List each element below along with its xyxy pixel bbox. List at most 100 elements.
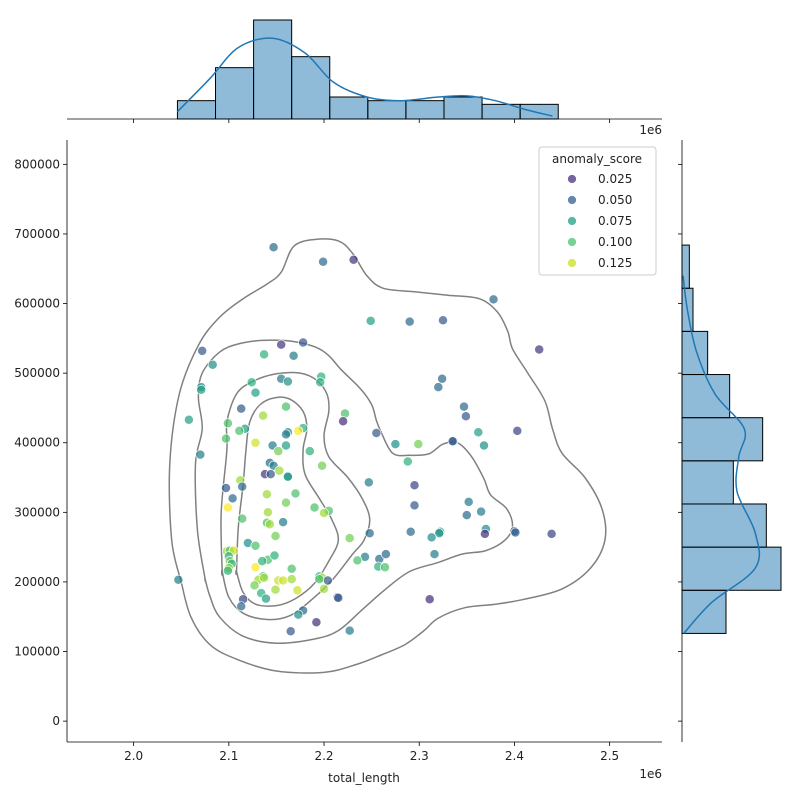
top-marginal-kde-curve (176, 37, 553, 117)
scatter-point (479, 528, 490, 539)
scatter-point (274, 465, 285, 476)
right-marginal-bar (681, 374, 731, 419)
kde-contour-3 (220, 371, 371, 621)
legend: anomaly_score 0.025 0.050 0.075 0.100 0.125 (538, 146, 657, 276)
scatter-point (250, 540, 261, 551)
scatter-point (195, 449, 206, 460)
right-marginal-ticks (678, 163, 682, 722)
scatter-point (488, 294, 499, 305)
scatter-point (269, 550, 280, 561)
scatter-point (429, 549, 440, 560)
scatter-point (315, 377, 326, 388)
x-axis-label: total_length (328, 771, 400, 785)
scatter-point (433, 382, 444, 393)
legend-title: anomaly_score (552, 152, 642, 166)
scatter-point (234, 425, 245, 436)
scatter-point (282, 471, 293, 482)
scatter-point (237, 513, 248, 524)
right-marginal-bar (681, 503, 767, 548)
scatter-point (236, 601, 247, 612)
x-tick-label: 2.4 (505, 749, 524, 763)
scatter-point (282, 376, 293, 387)
scatter-point (270, 584, 281, 595)
y-axis-ticks: 0 100000 200000 300000 400000 500000 600000 700… (14, 157, 67, 728)
y-tick-label: 300000 (14, 505, 60, 519)
scatter-point (318, 256, 329, 267)
scatter-point (278, 517, 289, 528)
scatter-point (380, 549, 391, 560)
y-tick-label: 500000 (14, 366, 60, 380)
scatter-point (424, 594, 435, 605)
scatter-point (409, 480, 420, 491)
scatter-point (534, 344, 545, 355)
scatter-point (278, 575, 289, 586)
right-marginal-bars (681, 244, 782, 634)
kde-contour-1 (168, 238, 607, 674)
scatter-point (463, 496, 474, 507)
scatter-point (438, 315, 448, 326)
scatter-point (413, 439, 424, 450)
top-marginal-bar (176, 100, 217, 120)
scatter-point (221, 433, 231, 444)
top-marginal-histogram: 1e6 (67, 19, 662, 137)
main-scatter-plot: 2.0 2.1 2.2 2.3 2.4 2.5 0 100000 200000 300000 40… (14, 140, 662, 785)
scatter-point (402, 456, 413, 467)
scatter-point (281, 401, 291, 412)
scatter-point (259, 349, 270, 360)
scatter-point (222, 502, 233, 513)
right-marginal-bar (681, 330, 709, 376)
scatter-point (222, 565, 233, 576)
scatter-point (257, 556, 268, 567)
x-tick-label: 2.5 (600, 749, 619, 763)
x-tick-label: 2.2 (314, 749, 333, 763)
scatter-point (262, 507, 273, 518)
scatter-point (352, 555, 363, 566)
y-tick-label: 0 (52, 714, 60, 728)
right-marginal-bar (681, 417, 764, 462)
scatter-point (447, 436, 458, 447)
scatter-point (227, 493, 238, 504)
scatter-point (298, 337, 309, 348)
scatter-point (390, 439, 401, 450)
scatter-point (363, 477, 374, 488)
scatter-point (311, 617, 322, 628)
scatter-point (479, 440, 489, 451)
scatter-point (348, 254, 359, 265)
scatter-point (476, 506, 487, 517)
scatter-point (437, 373, 448, 384)
scatter-point (196, 384, 207, 395)
right-marginal-bar (681, 546, 782, 591)
scatter-point (512, 425, 523, 436)
scatter-point (183, 414, 194, 425)
scatter-point (409, 500, 420, 511)
top-marginal-bar (291, 56, 331, 120)
scatter-point (314, 574, 325, 585)
x-tick-label: 2.1 (219, 749, 238, 763)
scatter-point (292, 585, 303, 596)
scatter-point (405, 526, 416, 537)
scatter-point (273, 446, 284, 457)
top-marginal-bar (253, 19, 293, 120)
scatter-point (197, 345, 208, 356)
scatter-point (237, 481, 248, 492)
scatter-point (281, 497, 291, 508)
scatter-point (426, 532, 437, 543)
scatter-point (250, 387, 261, 398)
scatter-point (380, 562, 390, 573)
scatter-point (261, 593, 271, 604)
top-marginal-bar (329, 96, 369, 120)
y-tick-label: 100000 (14, 645, 60, 659)
scatter-point (258, 410, 269, 421)
scatter-point (365, 315, 376, 326)
scatter-point (293, 609, 304, 620)
scatter-point (265, 469, 276, 480)
scatter-points (173, 242, 557, 637)
scatter-point (304, 446, 315, 457)
scatter-point (261, 489, 272, 500)
scatter-point (173, 574, 184, 585)
scatter-point (510, 527, 521, 538)
scatter-point (207, 359, 218, 370)
scatter-point (281, 429, 291, 440)
legend-label: 0.025 (598, 172, 632, 186)
